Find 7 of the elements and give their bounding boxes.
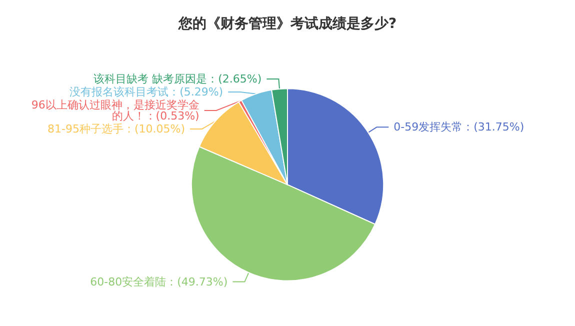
chart-title: 您的《财务管理》考试成绩是多少? xyxy=(177,16,397,32)
slice-label: 60-80安全着陆：(49.73%) xyxy=(90,275,228,288)
slice-label: 96以上确认过眼神，是接近奖学金的人！：(0.53%) xyxy=(31,98,200,122)
slice-label: 81-95种子选手：(10.05%) xyxy=(48,122,186,136)
slice-label: 该科目缺考 缺考原因是：(2.65%) xyxy=(94,72,262,86)
slice-label: 没有报名该科目考试：(5.29%) xyxy=(70,85,224,98)
slice-label: 0-59发挥失常：(31.75%) xyxy=(394,120,524,134)
